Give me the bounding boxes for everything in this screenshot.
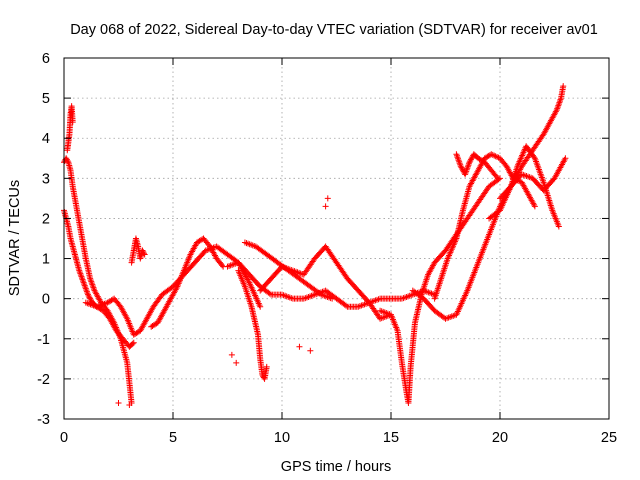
data-point <box>467 156 474 163</box>
data-point <box>129 340 136 347</box>
data-point <box>126 401 133 408</box>
data-point <box>468 155 475 162</box>
data-point <box>140 248 147 255</box>
y-tick-label: 3 <box>42 171 50 187</box>
data-point <box>515 178 522 185</box>
x-tick-label: 0 <box>60 430 68 446</box>
y-tick-label: -3 <box>37 412 50 428</box>
data-point <box>263 363 270 370</box>
y-axis-ticks: -3 -2 -1 0 1 2 3 4 5 6 <box>37 51 609 428</box>
data-point <box>257 303 264 310</box>
data-point <box>141 251 148 258</box>
data-point <box>296 343 303 350</box>
x-tick-label: 10 <box>274 430 290 446</box>
data-point <box>492 153 499 160</box>
data-point <box>467 157 474 164</box>
data-point <box>130 339 137 346</box>
data-point <box>555 223 562 230</box>
data-point <box>489 151 496 158</box>
data-point <box>140 250 147 257</box>
data-point <box>458 164 465 171</box>
data-points <box>61 83 569 408</box>
y-tick-label: -1 <box>37 332 50 348</box>
chart-title: Day 068 of 2022, Sidereal Day-to-day VTE… <box>70 22 598 38</box>
data-point <box>324 195 331 202</box>
y-axis-label: SDTVAR / TECUs <box>7 180 23 296</box>
data-point <box>531 203 538 210</box>
grid-lines <box>64 58 609 419</box>
data-point <box>233 359 240 366</box>
x-tick-label: 25 <box>601 430 617 446</box>
y-tick-label: 2 <box>42 211 50 227</box>
x-tick-label: 5 <box>169 430 177 446</box>
data-point <box>85 292 92 299</box>
data-point <box>115 399 122 406</box>
data-point <box>84 291 91 298</box>
y-tick-label: 6 <box>42 51 50 67</box>
data-point <box>307 347 314 354</box>
data-point <box>343 302 350 309</box>
data-point <box>562 155 569 162</box>
data-point <box>493 173 500 180</box>
data-point <box>459 165 466 172</box>
data-point <box>86 294 93 301</box>
y-tick-label: 5 <box>42 91 50 107</box>
x-tick-label: 15 <box>383 430 399 446</box>
data-point <box>87 295 94 302</box>
y-tick-label: 1 <box>42 252 50 268</box>
data-point <box>494 175 501 182</box>
data-point <box>494 153 501 160</box>
data-point <box>64 157 71 164</box>
data-point <box>329 295 336 302</box>
x-axis-ticks: 0 5 10 15 20 25 <box>60 58 617 446</box>
data-point <box>457 163 464 170</box>
y-tick-label: -2 <box>37 372 50 388</box>
data-point <box>466 159 473 166</box>
data-point <box>63 156 70 163</box>
plot-frame <box>63 57 610 420</box>
x-axis-label: GPS time / hours <box>281 459 391 475</box>
data-point <box>491 152 498 159</box>
data-point <box>560 83 567 90</box>
y-tick-label: 0 <box>42 292 50 308</box>
data-point <box>139 247 146 254</box>
data-point <box>228 351 235 358</box>
data-point <box>459 167 466 174</box>
data-point <box>322 203 329 210</box>
x-tick-label: 20 <box>492 430 508 446</box>
data-point <box>219 262 226 269</box>
y-tick-label: 4 <box>42 131 50 147</box>
data-point <box>488 151 495 158</box>
data-point <box>69 119 76 126</box>
data-point <box>266 290 273 297</box>
